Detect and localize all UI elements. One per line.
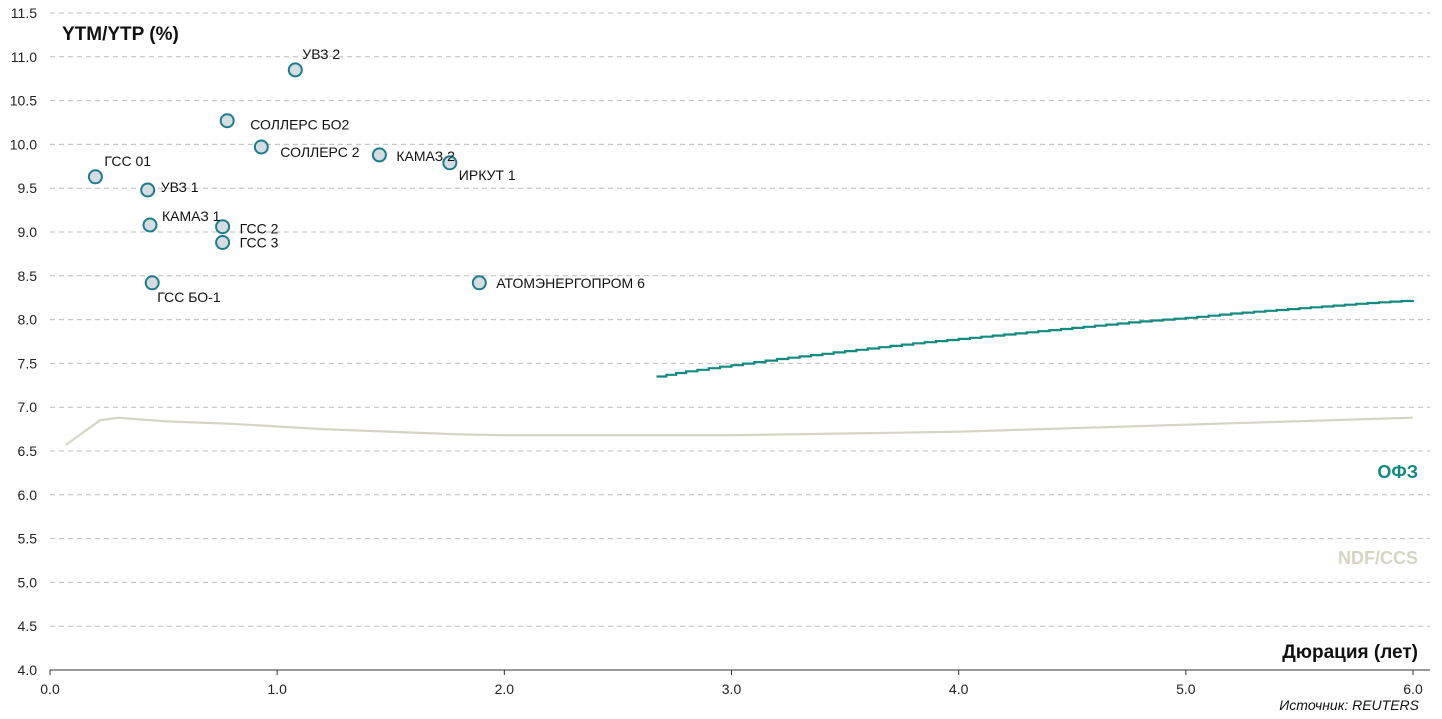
source-note: Источник: REUTERS bbox=[1279, 697, 1419, 713]
bond-point bbox=[219, 113, 235, 129]
ofz-curve-group bbox=[656, 299, 1415, 378]
bond-point bbox=[253, 139, 269, 155]
ndf-series-label: NDF/CCS bbox=[1338, 548, 1418, 568]
bond-label: АТОМЭНЕРГОПРОМ 6 bbox=[496, 275, 645, 291]
bond-point bbox=[87, 169, 103, 185]
bond-point bbox=[215, 235, 231, 250]
x-tick-label: 5.0 bbox=[1176, 681, 1196, 697]
y-tick-label: 7.0 bbox=[18, 399, 38, 415]
y-tick-label: 9.0 bbox=[18, 224, 38, 240]
bond-point bbox=[142, 217, 158, 233]
x-axis-title: Дюрация (лет) bbox=[1282, 642, 1418, 663]
bond-label: ГСС 01 bbox=[104, 153, 151, 169]
y-tick-label: 11.0 bbox=[11, 49, 37, 65]
x-tick-label: 1.0 bbox=[267, 681, 287, 697]
ndf-ccs-curve-group bbox=[65, 416, 1414, 446]
bond-label: ГСС БО-1 bbox=[157, 289, 221, 305]
x-tick-label: 0.0 bbox=[40, 681, 60, 697]
x-tick-label: 4.0 bbox=[949, 681, 969, 697]
bond-label: СОЛЛЕРС БО2 bbox=[250, 117, 349, 133]
bond-label: КАМАЗ 2 bbox=[396, 148, 455, 164]
bond-label: ИРКУТ 1 bbox=[459, 167, 516, 183]
y-tick-label: 5.5 bbox=[18, 531, 38, 547]
bond-point bbox=[287, 62, 303, 78]
x-tick-label: 6.0 bbox=[1403, 681, 1423, 697]
y-tick-label: 10.5 bbox=[10, 93, 37, 109]
y-tick-label: 7.5 bbox=[18, 355, 38, 371]
ndf-ccs-curve bbox=[65, 416, 1414, 446]
bond-label: ГСС 2 bbox=[240, 221, 279, 237]
bond-point bbox=[140, 182, 156, 198]
y-tick-label: 6.5 bbox=[18, 443, 38, 459]
axes: 4.0 4.5 5.0 5.5 6.0 6.5 7.0 7.5 8.0 8.5 9.0 9.5 10.0… bbox=[10, 5, 1430, 697]
x-tick-label: 2.0 bbox=[495, 681, 515, 697]
bond-label: ГСС 3 bbox=[240, 235, 279, 251]
bond-label: КАМАЗ 1 bbox=[162, 208, 221, 224]
y-tick-label: 8.5 bbox=[18, 268, 38, 284]
bond-point bbox=[471, 275, 487, 291]
grid-lines bbox=[50, 12, 1430, 627]
bond-point bbox=[215, 219, 231, 235]
y-tick-label: 6.0 bbox=[18, 487, 38, 503]
y-tick-label: 8.0 bbox=[18, 312, 38, 328]
bond-label: УВЗ 2 bbox=[302, 46, 340, 62]
y-tick-label: 9.5 bbox=[18, 180, 38, 196]
ofz-series-label: ОФЗ bbox=[1377, 462, 1418, 482]
bond-point bbox=[144, 275, 160, 291]
bond-label: СОЛЛЕРС 2 bbox=[280, 144, 359, 160]
y-tick-label: 11.5 bbox=[11, 5, 37, 21]
y-axis-title: YTM/YTP (%) bbox=[62, 24, 179, 45]
y-tick-label: 5.0 bbox=[18, 574, 38, 590]
bond-point bbox=[371, 147, 387, 163]
x-tick-label: 3.0 bbox=[722, 681, 742, 697]
y-tick-label: 4.0 bbox=[18, 662, 38, 678]
ofz-curve bbox=[656, 299, 1415, 378]
y-tick-label: 4.5 bbox=[18, 618, 38, 634]
bond-point bbox=[442, 155, 458, 171]
y-tick-label: 10.0 bbox=[10, 136, 37, 152]
bond-points bbox=[87, 62, 487, 291]
bond-label: УВЗ 1 bbox=[161, 179, 199, 195]
